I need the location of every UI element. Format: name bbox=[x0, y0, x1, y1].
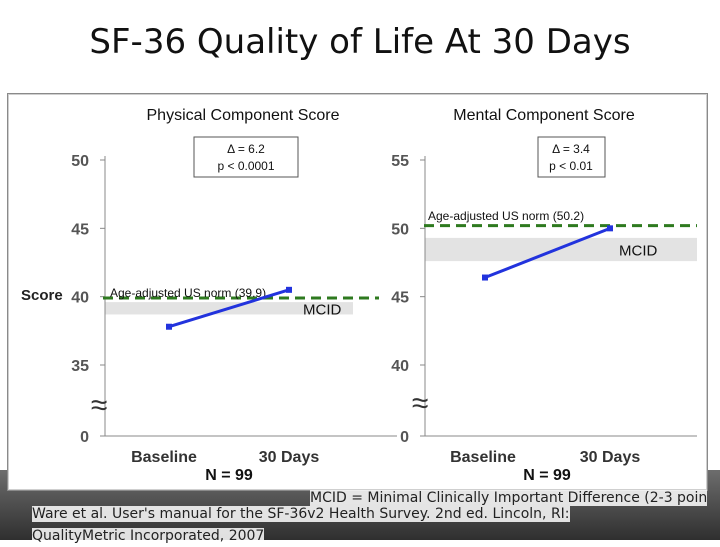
data-point bbox=[607, 225, 613, 232]
n-label: N = 99 bbox=[523, 467, 571, 484]
y-tick-label: 50 bbox=[71, 153, 89, 170]
n-label: N = 99 bbox=[205, 467, 253, 484]
y-tick-label: 40 bbox=[391, 358, 409, 375]
p-value-label: p < 0.01 bbox=[549, 159, 593, 173]
mcid-footnote: MCID = Minimal Clinically Important Diff… bbox=[310, 490, 708, 506]
charts-canvas: Score Physical Component Score Δ = 6.2 p… bbox=[21, 107, 697, 484]
y-tick-label: 50 bbox=[391, 221, 409, 238]
x-tick-label: 30 Days bbox=[259, 449, 320, 466]
y-tick-label: 45 bbox=[71, 221, 89, 238]
panel-title: Mental Component Score bbox=[453, 107, 635, 124]
data-point bbox=[286, 286, 292, 293]
norm-reference-label: Age-adjusted US norm (39.9) bbox=[110, 286, 266, 300]
y-tick-label: 0 bbox=[400, 429, 409, 446]
reference-text: Ware et al. User's manual for the SF-36v… bbox=[32, 506, 570, 544]
series-line bbox=[484, 226, 611, 279]
data-point bbox=[166, 323, 172, 330]
y-axis-label: Score bbox=[21, 287, 63, 304]
stats-box bbox=[537, 136, 606, 178]
y-tick-label: 35 bbox=[71, 358, 89, 375]
data-point bbox=[482, 274, 488, 281]
delta-label: Δ = 3.4 bbox=[552, 142, 590, 156]
y-tick-label: 40 bbox=[71, 290, 89, 307]
mcid-band bbox=[425, 237, 697, 262]
norm-reference-label: Age-adjusted US norm (50.2) bbox=[428, 209, 584, 223]
series-line bbox=[168, 288, 290, 329]
y-tick-label: 45 bbox=[391, 290, 409, 307]
delta-label: Δ = 6.2 bbox=[227, 142, 265, 156]
axis-break-icon: ≈ bbox=[91, 389, 107, 422]
y-tick-label: 55 bbox=[391, 153, 409, 170]
stats-box bbox=[193, 136, 299, 178]
x-tick-label: 30 Days bbox=[580, 449, 641, 466]
mental-component-panel: Mental Component Score Δ = 3.4 p < 0.01 … bbox=[391, 107, 697, 484]
mcid-label: MCID bbox=[619, 243, 657, 260]
p-value-label: p < 0.0001 bbox=[217, 159, 274, 173]
y-tick-label: 0 bbox=[80, 429, 89, 446]
mcid-label: MCID bbox=[303, 301, 341, 318]
x-tick-label: Baseline bbox=[450, 449, 516, 466]
reference-citation: Ware et al. User's manual for the SF-36v… bbox=[32, 503, 592, 547]
x-tick-label: Baseline bbox=[131, 449, 197, 466]
axis-break-icon: ≈ bbox=[412, 387, 428, 420]
panel-title: Physical Component Score bbox=[147, 107, 340, 124]
physical-component-panel: Physical Component Score Δ = 6.2 p < 0.0… bbox=[71, 107, 397, 484]
slide-title: SF-36 Quality of Life At 30 Days bbox=[89, 22, 631, 62]
